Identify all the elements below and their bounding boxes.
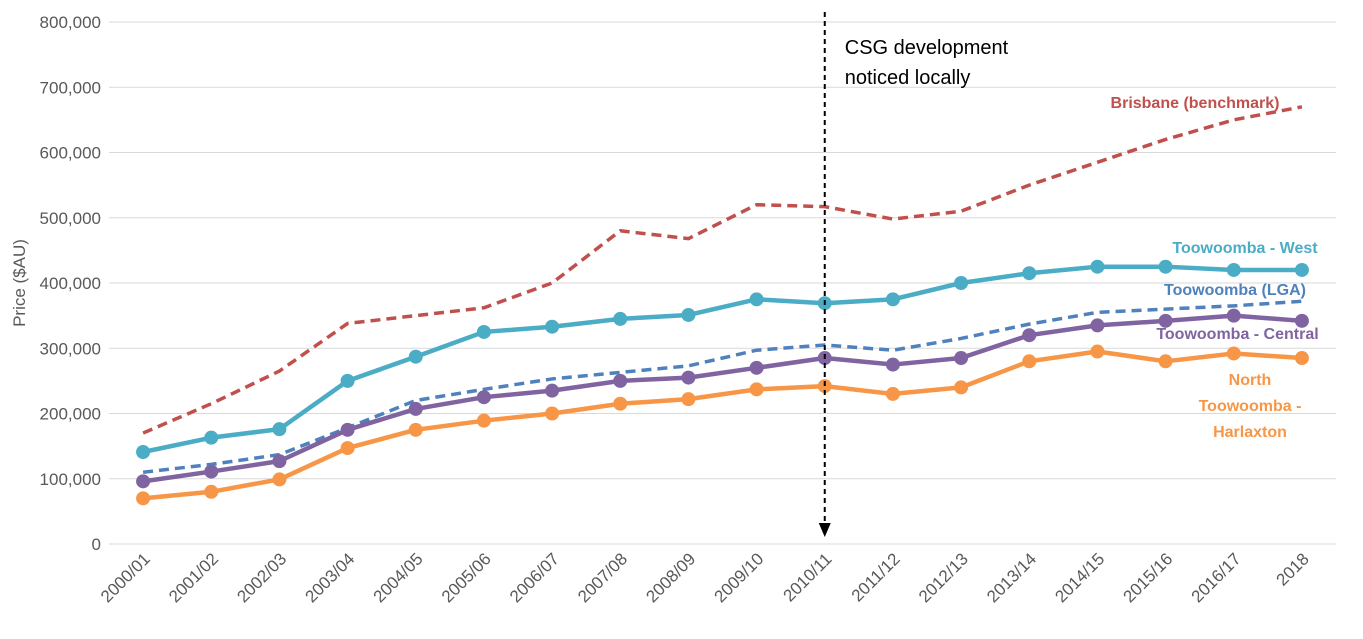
annotation-text: CSG development noticed locally <box>844 37 1009 89</box>
data-point <box>613 311 628 326</box>
data-point <box>1226 308 1241 323</box>
data-point <box>1158 354 1173 369</box>
data-point <box>954 351 969 366</box>
series-label: Toowoomba (LGA) <box>1164 282 1306 299</box>
data-point <box>476 390 491 405</box>
x-tick-label: 2018 <box>1273 549 1313 589</box>
x-tick-label: 2010/11 <box>780 549 836 605</box>
data-point <box>1294 262 1309 277</box>
data-point <box>340 422 355 437</box>
data-point <box>1226 346 1241 361</box>
data-point <box>272 422 287 437</box>
series-label: North Toowoomba - Harlaxton <box>1198 372 1302 441</box>
data-point <box>136 474 151 489</box>
data-point <box>204 464 219 479</box>
data-point <box>749 382 764 397</box>
data-point <box>204 430 219 445</box>
data-point <box>1022 266 1037 281</box>
data-point <box>340 441 355 456</box>
data-point <box>885 386 900 401</box>
data-point <box>136 491 151 506</box>
y-axis-label: Price ($AU) <box>10 239 29 327</box>
data-point <box>1022 354 1037 369</box>
x-tick-label: 2003/04 <box>302 549 359 606</box>
data-point <box>136 444 151 459</box>
data-point <box>1090 318 1105 333</box>
data-point <box>1294 351 1309 366</box>
data-point <box>1158 259 1173 274</box>
y-tick-label: 400,000 <box>40 274 101 293</box>
data-point <box>681 370 696 385</box>
y-tick-label: 500,000 <box>40 209 101 228</box>
series-label: Toowoomba - Central <box>1156 326 1319 343</box>
series-line <box>142 349 1303 501</box>
arrow-head <box>818 523 831 537</box>
data-point <box>545 406 560 421</box>
data-point <box>545 319 560 334</box>
y-tick-label: 300,000 <box>40 339 101 358</box>
data-point <box>749 360 764 375</box>
x-tick-label: 2008/09 <box>642 549 699 606</box>
x-tick-label: 2015/16 <box>1120 549 1177 606</box>
data-point <box>1294 313 1309 328</box>
x-tick-label: 2012/13 <box>915 549 972 606</box>
y-tick-label: 200,000 <box>40 405 101 424</box>
x-tick-label: 2014/15 <box>1051 549 1108 606</box>
data-point <box>204 484 219 499</box>
data-point <box>1090 259 1105 274</box>
series-label: Toowoomba - West <box>1172 240 1318 257</box>
data-point <box>272 454 287 469</box>
x-tick-label: 2000/01 <box>97 549 154 606</box>
data-point <box>885 357 900 372</box>
y-tick-label: 600,000 <box>40 144 101 163</box>
data-point <box>954 276 969 290</box>
series-line <box>142 105 1303 435</box>
series-line <box>142 264 1302 455</box>
data-point <box>408 349 423 364</box>
data-point <box>817 379 832 394</box>
data-point <box>885 292 900 307</box>
data-point <box>749 292 764 307</box>
x-tick-label: 2002/03 <box>233 549 290 606</box>
data-point <box>613 373 628 388</box>
y-tick-label: 100,000 <box>40 470 101 489</box>
data-point <box>613 396 628 411</box>
x-tick-label: 2007/08 <box>574 549 631 606</box>
data-point <box>545 383 560 398</box>
data-point <box>681 392 696 407</box>
data-point <box>272 472 287 487</box>
data-point <box>408 422 423 437</box>
series-line <box>142 299 1303 474</box>
x-tick-label: 2005/06 <box>438 549 495 606</box>
data-point <box>1022 328 1037 343</box>
data-point <box>1090 344 1105 359</box>
y-tick-label: 0 <box>92 535 101 554</box>
series-line <box>142 313 1303 484</box>
x-tick-label: 2016/17 <box>1188 549 1245 606</box>
data-point <box>476 413 491 428</box>
data-point <box>340 373 355 388</box>
series-label: Brisbane (benchmark) <box>1110 95 1280 112</box>
data-point <box>1226 262 1241 277</box>
data-point <box>476 324 491 339</box>
x-tick-label: 2011/12 <box>848 549 904 605</box>
y-tick-label: 700,000 <box>40 78 101 97</box>
data-point <box>408 401 423 416</box>
x-tick-label: 2004/05 <box>370 549 427 606</box>
data-point <box>681 307 696 322</box>
data-point <box>1158 313 1173 328</box>
x-tick-label: 2013/14 <box>983 549 1040 606</box>
x-tick-label: 2009/10 <box>711 549 768 606</box>
y-tick-label: 800,000 <box>40 13 101 32</box>
data-point <box>954 380 969 395</box>
x-tick-label: 2001/02 <box>165 549 222 606</box>
x-tick-label: 2006/07 <box>506 549 563 606</box>
